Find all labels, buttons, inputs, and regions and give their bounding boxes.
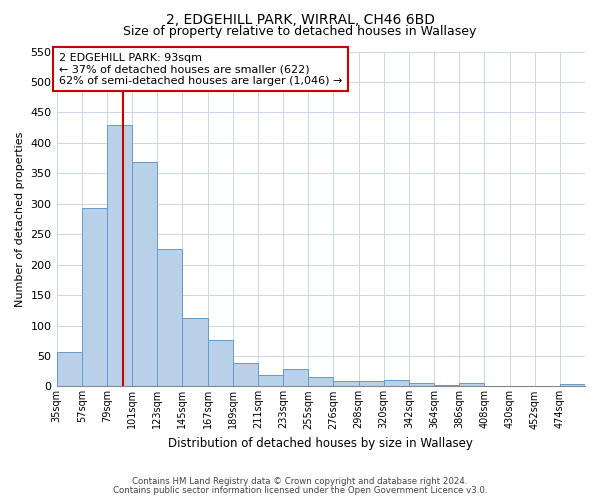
Text: Contains HM Land Registry data © Crown copyright and database right 2024.: Contains HM Land Registry data © Crown c…: [132, 477, 468, 486]
Text: Contains public sector information licensed under the Open Government Licence v3: Contains public sector information licen…: [113, 486, 487, 495]
Bar: [409, 384, 434, 386]
Text: 2 EDGEHILL PARK: 93sqm
← 37% of detached houses are smaller (622)
62% of semi-de: 2 EDGEHILL PARK: 93sqm ← 37% of detached…: [59, 52, 342, 86]
Text: 2, EDGEHILL PARK, WIRRAL, CH46 6BD: 2, EDGEHILL PARK, WIRRAL, CH46 6BD: [166, 12, 434, 26]
Bar: [56, 352, 82, 386]
Bar: [182, 318, 208, 386]
Bar: [107, 124, 132, 386]
Bar: [283, 370, 308, 386]
Text: Size of property relative to detached houses in Wallasey: Size of property relative to detached ho…: [124, 25, 476, 38]
X-axis label: Distribution of detached houses by size in Wallasey: Distribution of detached houses by size …: [169, 437, 473, 450]
Bar: [383, 380, 409, 386]
Bar: [208, 340, 233, 386]
Bar: [157, 250, 182, 386]
Bar: [258, 376, 283, 386]
Bar: [233, 364, 258, 386]
Bar: [434, 384, 459, 386]
Bar: [359, 381, 383, 386]
Y-axis label: Number of detached properties: Number of detached properties: [15, 132, 25, 306]
Bar: [334, 381, 359, 386]
Bar: [308, 378, 334, 386]
Bar: [560, 384, 585, 386]
Bar: [132, 162, 157, 386]
Bar: [459, 384, 484, 386]
Bar: [82, 208, 107, 386]
